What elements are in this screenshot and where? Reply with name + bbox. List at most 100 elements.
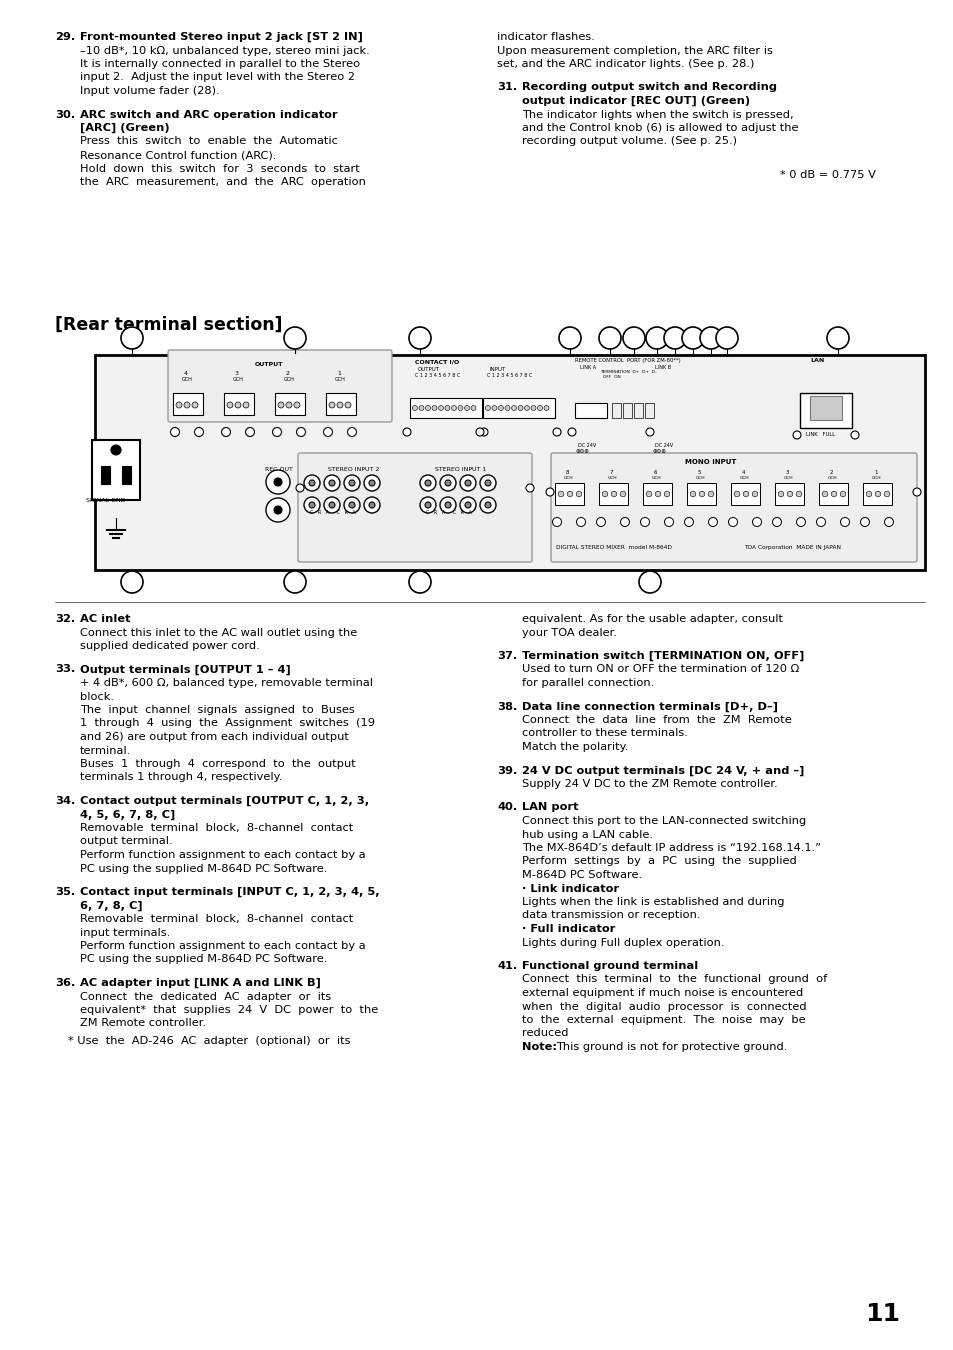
Text: The  input  channel  signals  assigned  to  Buses: The input channel signals assigned to Bu… <box>80 705 355 716</box>
Text: C 1 2 3 4 5 6 7 8 C: C 1 2 3 4 5 6 7 8 C <box>486 373 532 378</box>
Text: 37.: 37. <box>497 651 517 661</box>
Circle shape <box>511 405 516 410</box>
Circle shape <box>543 405 548 410</box>
Text: Lights when the link is established and during: Lights when the link is established and … <box>521 896 783 907</box>
Bar <box>598 483 627 505</box>
Text: Recording output switch and Recording: Recording output switch and Recording <box>521 82 776 93</box>
Circle shape <box>464 405 469 410</box>
Circle shape <box>611 491 617 497</box>
Text: 1: 1 <box>336 371 340 377</box>
Circle shape <box>576 517 585 526</box>
Text: 38: 38 <box>687 331 698 340</box>
Text: 35.: 35. <box>55 887 75 896</box>
Text: 1: 1 <box>873 470 877 475</box>
Text: REMOTE CONTROL  PORT (FOR ZM-80**): REMOTE CONTROL PORT (FOR ZM-80**) <box>575 358 680 363</box>
Circle shape <box>655 491 660 497</box>
Circle shape <box>840 517 848 526</box>
Text: when  the  digital  audio  processor  is  connected: when the digital audio processor is conn… <box>521 1002 806 1011</box>
Circle shape <box>699 491 704 497</box>
Circle shape <box>234 402 241 408</box>
Circle shape <box>349 481 355 486</box>
Text: [Rear terminal section]: [Rear terminal section] <box>55 316 282 333</box>
Text: Contact input terminals [INPUT C, 1, 2, 3, 4, 5,: Contact input terminals [INPUT C, 1, 2, … <box>80 887 379 898</box>
Circle shape <box>451 405 456 410</box>
Text: terminals 1 through 4, respectively.: terminals 1 through 4, respectively. <box>80 772 282 783</box>
Circle shape <box>684 517 693 526</box>
Text: 7: 7 <box>609 470 613 475</box>
Circle shape <box>459 475 476 491</box>
Bar <box>800 393 851 428</box>
Circle shape <box>479 497 496 513</box>
Text: Press  this  switch  to  enable  the  Automatic: Press this switch to enable the Automati… <box>80 136 337 147</box>
Bar <box>730 483 760 505</box>
Text: OUTPUT: OUTPUT <box>254 362 283 367</box>
Text: Connect  the  data  line  from  the  ZM  Remote: Connect the data line from the ZM Remote <box>521 716 791 725</box>
Text: and the Control knob (6) is allowed to adjust the: and the Control knob (6) is allowed to a… <box>521 123 798 134</box>
Circle shape <box>345 402 351 408</box>
Circle shape <box>457 405 462 410</box>
Circle shape <box>424 481 431 486</box>
Circle shape <box>245 428 254 436</box>
Text: LINK   FULL: LINK FULL <box>805 432 834 437</box>
Circle shape <box>728 517 737 526</box>
Circle shape <box>517 405 522 410</box>
Circle shape <box>645 428 654 436</box>
Circle shape <box>309 502 314 508</box>
Text: LAN port: LAN port <box>521 802 578 813</box>
Text: GCH: GCH <box>563 477 573 481</box>
Circle shape <box>409 571 431 593</box>
Text: * Use  the  AD-246  AC  adapter  (optional)  or  its: * Use the AD-246 AC adapter (optional) o… <box>68 1035 350 1046</box>
Circle shape <box>883 517 893 526</box>
Text: output indicator [REC OUT] (Green): output indicator [REC OUT] (Green) <box>521 96 749 107</box>
Circle shape <box>369 502 375 508</box>
Text: · Full indicator: · Full indicator <box>521 923 615 934</box>
Text: equivalent*  that  supplies  24  V  DC  power  to  the: equivalent* that supplies 24 V DC power … <box>80 1004 377 1015</box>
Text: AC inlet: AC inlet <box>80 614 131 624</box>
Text: This ground is not for protective ground.: This ground is not for protective ground… <box>556 1042 786 1052</box>
Circle shape <box>221 428 231 436</box>
Circle shape <box>734 491 739 497</box>
Text: Hold  down  this  switch  for  3  seconds  to  start: Hold down this switch for 3 seconds to s… <box>80 163 359 174</box>
Circle shape <box>304 475 319 491</box>
Text: GCH: GCH <box>182 377 193 382</box>
Text: Match the polarity.: Match the polarity. <box>521 743 628 752</box>
Text: CONTACT I/O: CONTACT I/O <box>415 359 458 364</box>
Circle shape <box>663 327 685 350</box>
Circle shape <box>439 497 456 513</box>
Text: Connect  this  terminal  to  the  functional  ground  of: Connect this terminal to the functional … <box>521 975 826 984</box>
Circle shape <box>498 405 503 410</box>
Circle shape <box>304 497 319 513</box>
Bar <box>634 404 642 418</box>
Circle shape <box>369 481 375 486</box>
Bar <box>809 396 841 420</box>
Text: DIGITAL STEREO MIXER  model M-864D: DIGITAL STEREO MIXER model M-864D <box>556 545 671 549</box>
Circle shape <box>708 517 717 526</box>
Text: set, and the ARC indicator lights. (See p. 28.): set, and the ARC indicator lights. (See … <box>497 59 754 69</box>
Text: 34.: 34. <box>55 796 75 806</box>
Circle shape <box>796 491 801 497</box>
Text: to  the  external  equipment.  The  noise  may  be: to the external equipment. The noise may… <box>521 1015 804 1025</box>
Circle shape <box>567 491 572 497</box>
Circle shape <box>752 517 760 526</box>
Text: reduced: reduced <box>521 1029 568 1038</box>
Circle shape <box>663 491 669 497</box>
Circle shape <box>830 491 836 497</box>
Text: Used to turn ON or OFF the termination of 120 Ω: Used to turn ON or OFF the termination o… <box>521 664 799 675</box>
Circle shape <box>419 475 436 491</box>
Circle shape <box>689 491 695 497</box>
Circle shape <box>558 327 580 350</box>
Text: STEREO INPUT 2: STEREO INPUT 2 <box>328 467 379 472</box>
Bar <box>95 355 924 570</box>
Text: ⊕⊖⊕: ⊕⊖⊕ <box>652 450 666 454</box>
Circle shape <box>553 428 560 436</box>
Circle shape <box>324 475 339 491</box>
Bar <box>644 404 654 418</box>
Circle shape <box>296 428 305 436</box>
Circle shape <box>425 405 430 410</box>
Text: equivalent. As for the usable adapter, consult: equivalent. As for the usable adapter, c… <box>521 614 782 624</box>
Circle shape <box>596 517 605 526</box>
Text: recording output volume. (See p. 25.): recording output volume. (See p. 25.) <box>521 136 737 147</box>
Text: ZM Remote controller.: ZM Remote controller. <box>80 1018 206 1029</box>
Circle shape <box>364 475 379 491</box>
Text: 2: 2 <box>286 371 290 377</box>
